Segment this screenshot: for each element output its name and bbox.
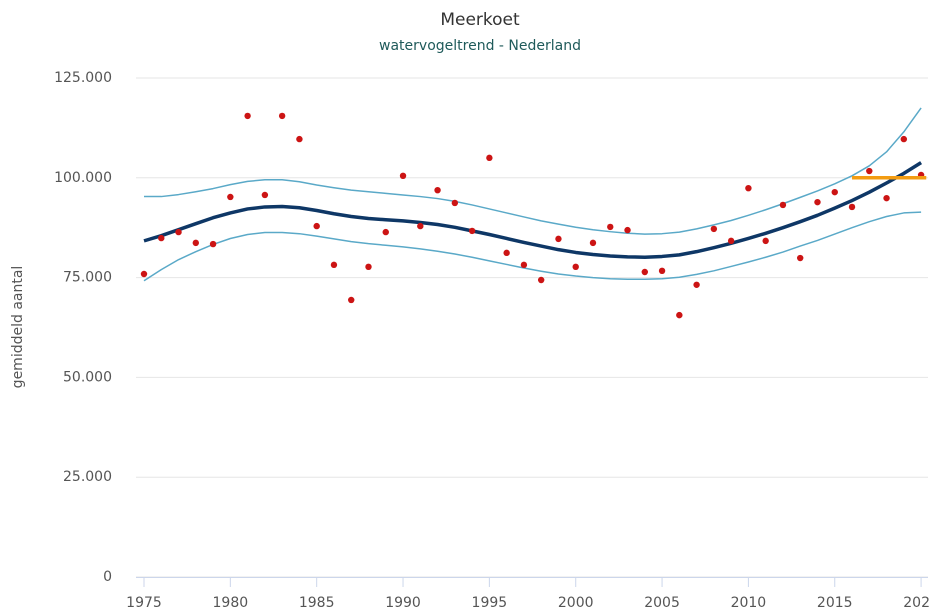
data-point <box>676 311 683 319</box>
data-point <box>278 112 286 120</box>
y-axis-label: gemiddeld aantal <box>10 266 26 389</box>
data-point <box>866 167 873 175</box>
data-point <box>330 261 338 269</box>
data-point <box>883 194 890 202</box>
data-point <box>520 261 528 269</box>
data-point <box>745 184 752 192</box>
data-point <box>537 276 545 284</box>
x-tick-label: 1980 <box>213 595 249 611</box>
data-point <box>399 172 407 180</box>
data-point <box>624 226 631 234</box>
data-point <box>848 203 856 211</box>
data-point <box>900 135 908 143</box>
data-point <box>797 254 804 262</box>
line-series <box>144 107 922 235</box>
data-point <box>451 199 459 207</box>
y-tick-label: 25.000 <box>63 469 112 485</box>
x-tick-label: 1975 <box>126 595 162 611</box>
chart-subtitle: watervogeltrend - Nederland <box>379 38 581 54</box>
data-point <box>158 234 165 242</box>
data-point <box>779 201 787 209</box>
data-point <box>192 239 200 247</box>
x-tick-label: 2000 <box>558 595 594 611</box>
x-tick-label: 1995 <box>472 595 508 611</box>
data-point <box>365 263 372 271</box>
data-point <box>434 186 441 194</box>
data-point <box>831 188 838 196</box>
data-point <box>209 240 217 248</box>
x-tick-label: 1990 <box>385 595 421 611</box>
y-tick-label: 0 <box>103 569 112 585</box>
data-point <box>382 228 389 236</box>
x-tick-label: 2015 <box>817 595 853 611</box>
data-point <box>555 235 562 243</box>
data-point <box>296 135 303 143</box>
line-series <box>143 161 923 259</box>
line-series <box>143 211 922 282</box>
data-point <box>175 228 182 236</box>
y-tick-label: 50.000 <box>63 369 112 385</box>
data-point <box>710 225 718 233</box>
x-tick-label: 2020 <box>903 595 930 611</box>
data-point <box>641 268 648 276</box>
data-point <box>348 296 355 304</box>
data-point <box>468 227 476 235</box>
data-point <box>589 239 597 247</box>
data-point <box>572 263 579 271</box>
x-tick-label: 2010 <box>731 595 767 611</box>
data-point <box>227 193 234 201</box>
y-tick-label: 100.000 <box>54 170 112 186</box>
data-point <box>486 154 493 162</box>
data-point <box>417 222 424 230</box>
data-point <box>727 237 735 245</box>
data-point <box>762 237 769 245</box>
chart-title: Meerkoet <box>440 10 520 30</box>
data-point <box>693 281 700 288</box>
data-point <box>244 112 251 120</box>
data-point <box>313 222 320 230</box>
data-point <box>607 223 614 231</box>
y-tick-label: 125.000 <box>54 70 112 86</box>
y-tick-label: 75.000 <box>63 270 112 286</box>
x-tick-label: 1985 <box>299 595 335 611</box>
data-point <box>658 267 666 275</box>
data-point <box>503 249 510 257</box>
data-point <box>140 270 148 278</box>
x-tick-label: 2005 <box>644 595 680 611</box>
data-point <box>261 191 269 199</box>
data-point <box>814 198 821 206</box>
